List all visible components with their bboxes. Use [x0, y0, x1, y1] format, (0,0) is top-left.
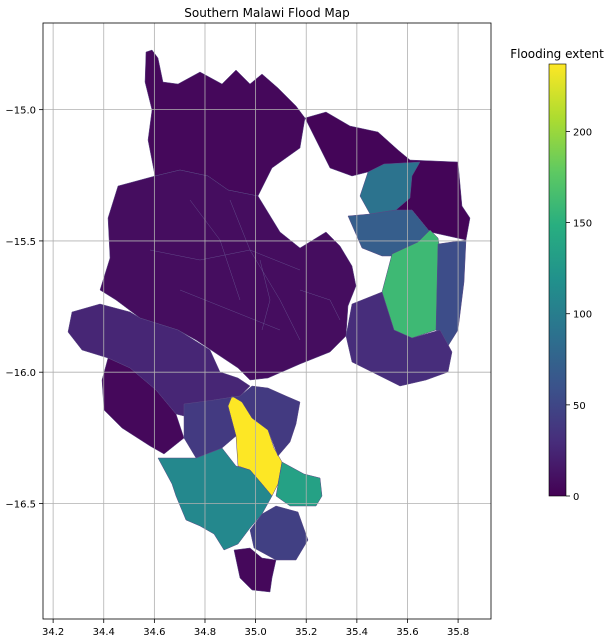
x-tick-label: 34.8	[194, 627, 216, 638]
x-tick-label: 34.2	[42, 627, 64, 638]
x-tick-label: 34.4	[93, 627, 115, 638]
map-region-sw-dark	[101, 357, 185, 455]
map-grid	[43, 23, 491, 619]
district-boundary-5	[299, 289, 341, 321]
map-region-north	[144, 49, 306, 197]
colorbar-tick-label: 150	[573, 219, 592, 230]
map-title: Southern Malawi Flood Map	[184, 6, 349, 20]
map-region-central	[99, 169, 357, 381]
x-tick-label: 35.2	[295, 627, 317, 638]
map-region-south-tip	[233, 547, 277, 593]
colorbar-tick-label: 100	[573, 310, 592, 321]
district-boundary-0	[189, 199, 241, 301]
district-boundary-2	[229, 199, 301, 341]
y-tick-label: −16.5	[5, 499, 36, 510]
map-region-se-purple	[249, 505, 309, 561]
map-region-east-teal	[359, 161, 421, 215]
y-axis-ticks: −15.0 −15.5 −16.0 −16.5	[5, 106, 43, 510]
x-axis-ticks: 34.2 34.4 34.6 34.8 35.0 35.2 35.4 35.6 35.8	[42, 619, 469, 638]
x-tick-label: 35.4	[346, 627, 368, 638]
colorbar	[548, 63, 567, 497]
colorbar-ticks: 0 50 100 150 200	[566, 127, 592, 503]
colorbar-tick-label: 50	[573, 401, 586, 412]
plot-frame	[42, 22, 492, 620]
y-tick-label: −15.5	[5, 237, 36, 248]
x-tick-label: 35.8	[447, 627, 469, 638]
y-tick-label: −15.0	[5, 106, 36, 117]
x-tick-label: 35.6	[396, 627, 418, 638]
colorbar-tick-label: 0	[573, 492, 579, 503]
colorbar-label: Flooding extent	[510, 47, 604, 61]
colorbar-tick-label: 200	[573, 127, 592, 138]
y-tick-label: −16.0	[5, 368, 36, 379]
x-tick-label: 34.6	[143, 627, 165, 638]
map-region-east-south	[435, 239, 467, 347]
map-region-mid-shire	[183, 385, 301, 459]
map-regions	[67, 49, 471, 593]
map-region-green-south	[275, 461, 323, 507]
district-boundary-4	[259, 259, 271, 331]
map-region-teal-south	[157, 447, 273, 551]
x-tick-label: 35.0	[244, 627, 266, 638]
district-boundary-1	[149, 249, 301, 271]
district-boundary-3	[179, 289, 281, 331]
